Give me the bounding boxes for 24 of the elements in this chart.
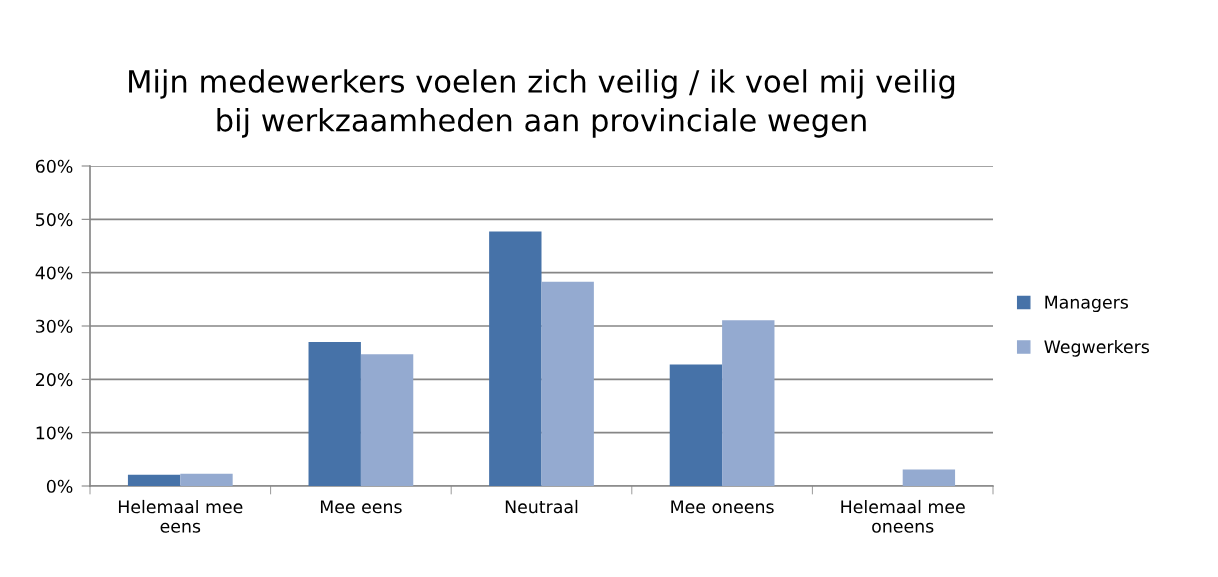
y-tick-label: 20%: [36, 373, 73, 387]
bar: [127, 474, 181, 486]
bar: [902, 469, 956, 486]
y-tick-label: 0%: [46, 479, 73, 493]
chart-title: Mijn medewerkers voelen zich veilig / ik voel mij veilig bij werkzaamheden aan provinciale wegen: [129, 69, 955, 138]
x-tick-label: Mee oneens: [671, 500, 774, 514]
y-tick-label: 40%: [35, 266, 73, 280]
bar: [541, 281, 594, 486]
bar: [489, 231, 542, 486]
x-tick-label: Neutraal: [505, 499, 578, 514]
y-tick-label: 60%: [35, 159, 73, 173]
x-tick-label: Helemaal mee eens: [118, 499, 243, 533]
x-tick-label: Helemaal mee oneens: [841, 499, 965, 533]
y-tick-label: 10%: [36, 426, 73, 440]
bar: [360, 354, 414, 486]
bar: [180, 473, 233, 486]
legend-label: Managers: [1045, 295, 1128, 313]
bar: [669, 364, 723, 486]
x-tick-label: Mee eens: [320, 500, 402, 514]
legend-label: Wegwerkers: [1044, 339, 1149, 357]
bar: [308, 342, 361, 486]
bar: [722, 320, 775, 486]
y-tick-label: 50%: [36, 213, 73, 227]
y-tick-label: 30%: [36, 319, 73, 333]
